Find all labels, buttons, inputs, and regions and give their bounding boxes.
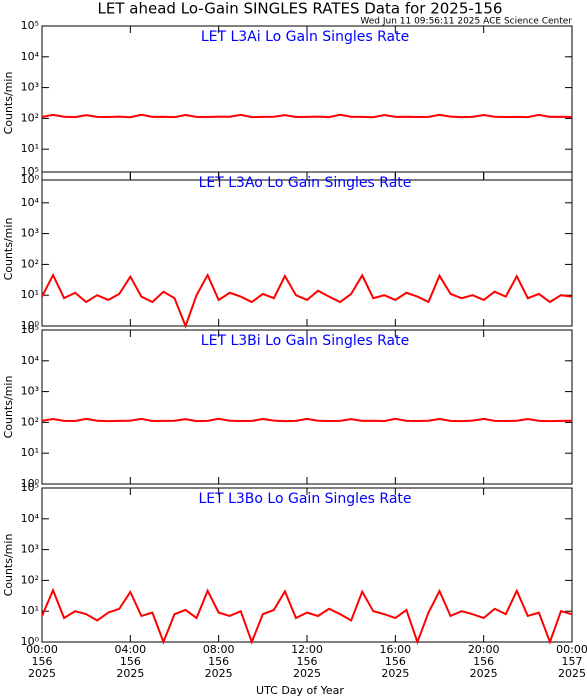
y-tick-label: 10³ <box>21 227 39 240</box>
x-tick-label: 04:00 <box>114 643 146 656</box>
y-tick-label: 10¹ <box>21 446 39 459</box>
y-tick-label: 10⁵ <box>21 481 39 494</box>
y-tick-label: 10³ <box>21 543 39 556</box>
y-tick-label: 10⁴ <box>21 354 40 367</box>
y-tick-label: 10⁴ <box>21 196 40 209</box>
y-tick-label: 10⁰ <box>21 635 40 648</box>
chart-title: LET ahead Lo-Gain SINGLES RATES Data for… <box>98 0 503 18</box>
y-axis-label: Counts/min <box>2 218 15 281</box>
x-tick-year: 2025 <box>116 667 144 680</box>
panel-title: LET L3Bi Lo Gain Singles Rate <box>201 333 409 349</box>
panel-title: LET L3Ai Lo Gain Singles Rate <box>201 29 409 45</box>
y-tick-label: 10² <box>21 415 39 428</box>
y-tick-label: 10⁰ <box>21 173 40 186</box>
y-tick-label: 10¹ <box>21 288 39 301</box>
x-tick-label: 08:00 <box>203 643 235 656</box>
data-line <box>41 587 573 645</box>
y-tick-label: 10³ <box>21 385 39 398</box>
timestamp: Wed Jun 11 09:56:11 2025 ACE Science Cen… <box>360 17 572 27</box>
y-axis-label: Counts/min <box>2 534 15 597</box>
y-tick-label: 10² <box>21 573 39 586</box>
y-tick-label: 10⁰ <box>21 319 40 332</box>
x-tick-year: 2025 <box>470 667 498 680</box>
y-tick-label: 10¹ <box>21 142 39 155</box>
x-tick-year: 2025 <box>293 667 321 680</box>
y-tick-label: 10⁵ <box>21 323 39 336</box>
y-tick-label: 10⁴ <box>21 50 40 63</box>
x-tick-year: 2025 <box>205 667 233 680</box>
data-line <box>41 113 573 119</box>
x-tick-year: 2025 <box>381 667 409 680</box>
x-tick-day: 156 <box>208 655 229 668</box>
y-tick-label: 10² <box>21 257 39 270</box>
x-tick-year: 2025 <box>558 667 586 680</box>
y-tick-label: 10⁰ <box>21 477 40 490</box>
x-tick-label: 00:00 <box>556 643 587 656</box>
x-tick-label: 20:00 <box>468 643 500 656</box>
data-line <box>41 417 573 423</box>
data-line <box>41 272 573 329</box>
x-tick-label: 16:00 <box>379 643 411 656</box>
panel-title: LET L3Ao Lo Gain Singles Rate <box>199 175 412 191</box>
x-tick-day: 156 <box>297 655 318 668</box>
x-tick-day: 157 <box>562 655 583 668</box>
x-tick-day: 156 <box>385 655 406 668</box>
y-tick-label: 10¹ <box>21 604 39 617</box>
y-axis-label: Counts/min <box>2 376 15 439</box>
x-tick-year: 2025 <box>28 667 56 680</box>
y-tick-label: 10⁵ <box>21 19 39 32</box>
panel-title: LET L3Bo Lo Gain Singles Rate <box>198 491 411 507</box>
x-axis-label: UTC Day of Year <box>256 684 344 697</box>
y-axis-label: Counts/min <box>2 72 15 135</box>
y-tick-label: 10⁴ <box>21 512 40 525</box>
y-tick-label: 10⁵ <box>21 165 39 178</box>
x-tick-day: 156 <box>473 655 494 668</box>
x-tick-label: 12:00 <box>291 643 323 656</box>
x-tick-label: 00:00 <box>26 643 58 656</box>
y-tick-label: 10² <box>21 111 39 124</box>
y-tick-label: 10³ <box>21 81 39 94</box>
x-tick-day: 156 <box>32 655 53 668</box>
x-tick-day: 156 <box>120 655 141 668</box>
